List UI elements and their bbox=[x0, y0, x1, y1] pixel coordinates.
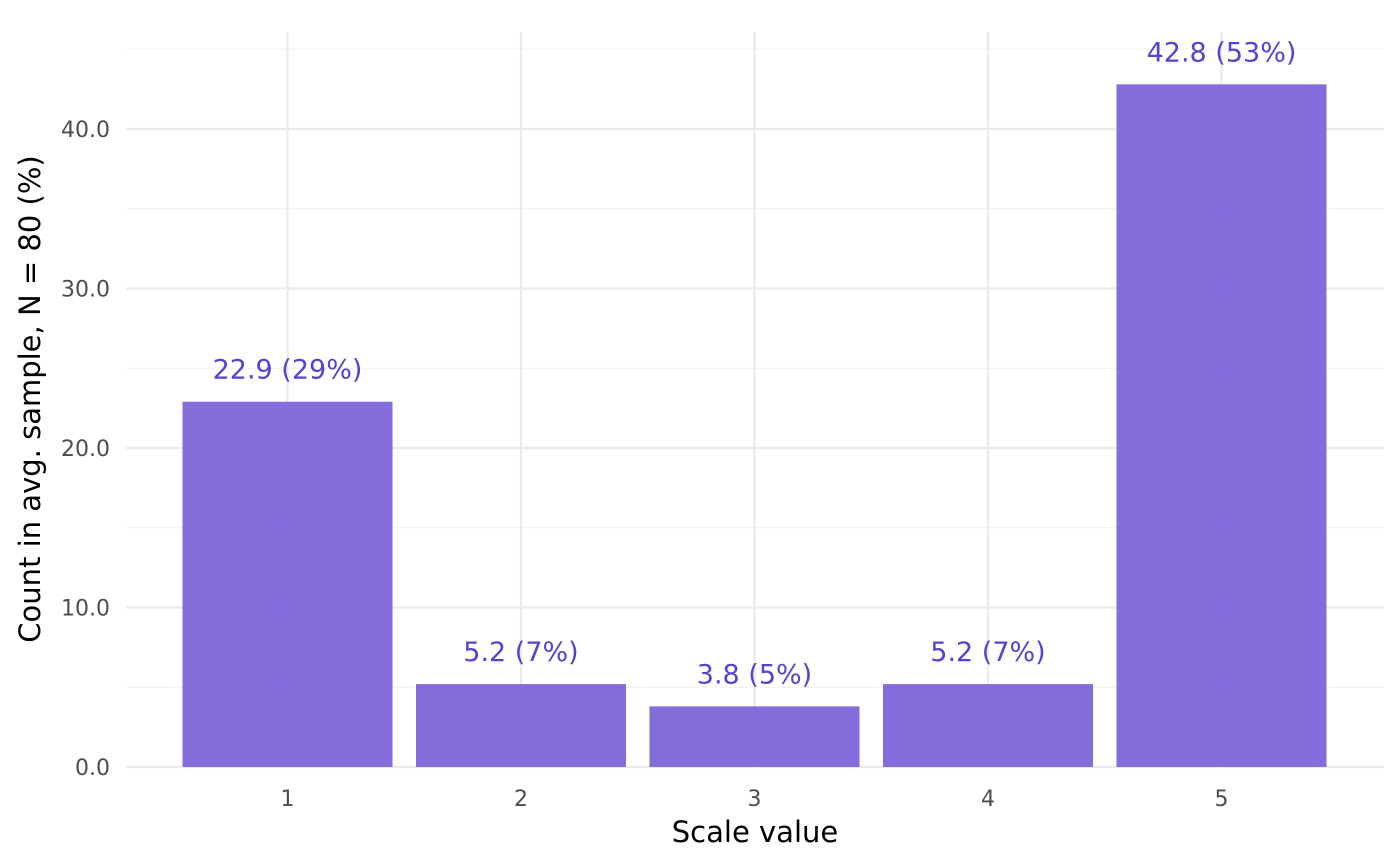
y-tick-label: 20.0 bbox=[61, 437, 110, 462]
data-label: 5.2 (7%) bbox=[930, 637, 1045, 668]
bars bbox=[182, 84, 1327, 768]
x-tick-label: 1 bbox=[281, 787, 295, 812]
bar-5 bbox=[1116, 84, 1327, 768]
x-axis-title: Scale value bbox=[672, 815, 838, 849]
y-tick-label: 30.0 bbox=[61, 278, 110, 303]
x-tick-label: 2 bbox=[514, 787, 528, 812]
y-tick-label: 10.0 bbox=[61, 597, 110, 622]
data-labels: 22.9 (29%) 5.2 (7%) 3.8 (5%) 5.2 (7%) 42.8 (… bbox=[213, 37, 1297, 690]
y-tick-label: 0.0 bbox=[75, 756, 110, 781]
y-axis-ticks: 0.0 10.0 20.0 30.0 40.0 bbox=[61, 118, 110, 781]
x-tick-label: 4 bbox=[981, 787, 995, 812]
x-axis-ticks: 1 2 3 4 5 bbox=[281, 787, 1229, 812]
data-label: 42.8 (53%) bbox=[1147, 37, 1297, 68]
y-axis-title: Count in avg. sample, N = 80 (%) bbox=[13, 155, 47, 642]
bar-1 bbox=[182, 401, 393, 767]
x-tick-label: 5 bbox=[1215, 787, 1229, 812]
data-label: 22.9 (29%) bbox=[213, 355, 363, 386]
x-tick-label: 3 bbox=[748, 787, 762, 812]
y-tick-label: 40.0 bbox=[61, 118, 110, 143]
bar-4 bbox=[883, 684, 1093, 767]
data-label: 5.2 (7%) bbox=[463, 637, 578, 668]
bar-3 bbox=[649, 706, 860, 767]
bar-2 bbox=[416, 684, 626, 767]
data-label: 3.8 (5%) bbox=[697, 659, 812, 690]
